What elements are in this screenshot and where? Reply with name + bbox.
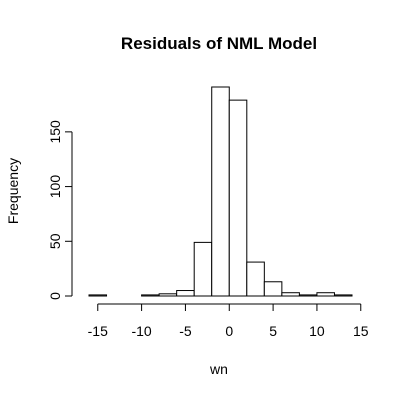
histogram-bar-7 (211, 86, 230, 297)
chart-title: Residuals of NML Model (121, 34, 317, 53)
y-axis-label: Frequency (5, 158, 21, 224)
y-tick-label: 150 (47, 120, 63, 144)
x-tick-label: 5 (269, 323, 277, 339)
x-tick-label: 15 (353, 323, 369, 339)
histogram-bar-12 (298, 294, 318, 297)
histogram-bar-14 (333, 294, 353, 297)
y-tick-label: 100 (47, 175, 63, 199)
x-tick-label: -5 (179, 323, 192, 339)
x-tick-label: -10 (131, 323, 151, 339)
x-axis-label: wn (209, 361, 228, 377)
histogram-bar-3 (141, 294, 160, 297)
x-tick-label: 0 (225, 323, 233, 339)
histogram-bar-8 (228, 99, 248, 297)
y-tick-label: 0 (47, 292, 63, 300)
histogram-bar-6 (193, 241, 213, 297)
histogram-bar-0 (88, 294, 108, 297)
y-axis: 0 50 100 150 (47, 120, 73, 300)
x-axis: -15 -10 -5 0 5 10 15 (88, 303, 369, 339)
histogram-bar-11 (281, 292, 300, 297)
histogram-bar-9 (246, 261, 265, 297)
histogram-bar-13 (316, 292, 335, 297)
x-tick-label: 10 (309, 323, 325, 339)
histogram-bar-4 (158, 293, 178, 297)
histogram-bar-5 (176, 290, 195, 297)
x-tick-label: -15 (88, 323, 108, 339)
histogram-bars (88, 86, 353, 297)
y-tick-label: 50 (47, 233, 63, 249)
histogram-bar-10 (263, 281, 283, 297)
